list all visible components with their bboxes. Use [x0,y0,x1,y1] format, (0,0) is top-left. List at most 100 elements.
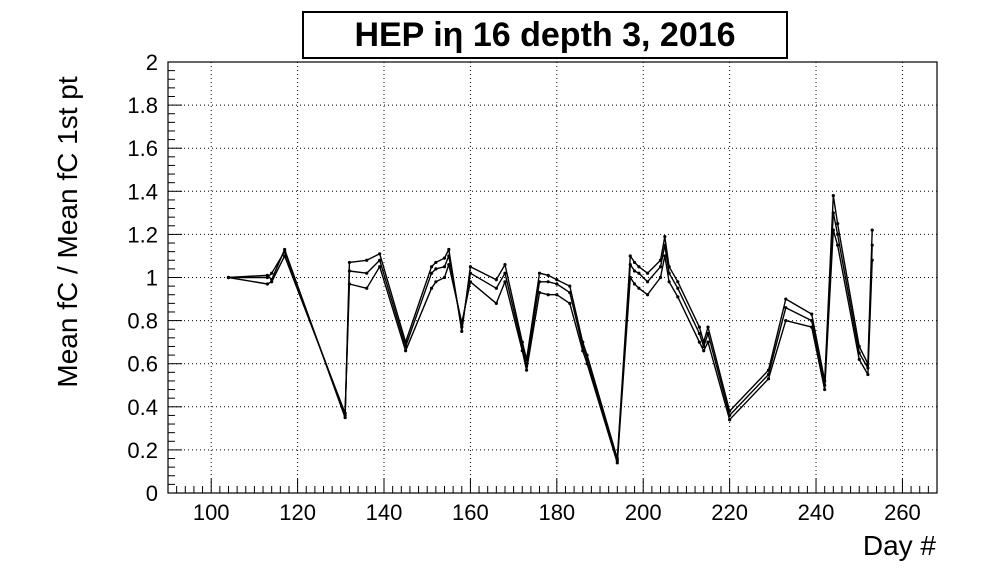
data-point [836,243,840,247]
data-point [857,344,861,349]
data-point [429,271,434,275]
data-point [628,275,632,280]
data-point [658,265,663,269]
data-point [667,280,671,284]
data-point [637,271,641,275]
data-point [546,293,550,297]
series-line [228,194,873,460]
data-point [494,301,498,305]
y-tick-label: 1.8 [127,93,158,118]
data-point [546,280,550,284]
data-point [494,278,498,282]
data-point [524,368,529,372]
x-tick-label: 160 [452,500,489,525]
x-tick-label: 260 [884,500,921,525]
data-point [503,271,507,275]
data-point [494,286,498,290]
data-point [870,228,874,232]
data-point [637,286,641,290]
y-tick-label: 0.4 [127,395,158,420]
data-point [784,319,788,323]
data-point [585,362,589,366]
data-point [836,222,840,226]
x-tick-label: 120 [279,500,316,525]
data-point [442,256,447,260]
data-point [810,312,814,316]
data-point [555,293,559,297]
data-point [728,418,732,422]
data-point [460,321,464,325]
data-point [581,349,585,353]
y-tick-label: 1.4 [127,179,158,204]
data-point [697,325,701,329]
chart-title-box: HEP iη 16 depth 3, 2016 [302,11,788,59]
data-point [784,306,788,310]
x-tick-label: 180 [538,500,575,525]
x-tick-label: 240 [798,500,835,525]
data-point [365,258,369,262]
data-point [468,265,473,269]
data-point [378,265,382,269]
data-point [697,340,701,344]
data-point [866,372,870,377]
data-point [676,295,680,299]
y-tick-label: 1 [146,266,158,291]
data-point [702,344,706,349]
data-point [347,282,352,286]
data-point [365,271,369,275]
data-point [645,293,650,297]
y-tick-label: 2 [146,50,158,75]
data-point [447,262,451,267]
data-point [728,409,732,413]
data-point [810,325,814,329]
data-point [434,267,438,271]
data-point [343,411,347,415]
data-point [378,252,382,256]
data-point [836,232,840,236]
x-tick-label: 140 [366,500,403,525]
data-point [537,271,542,275]
data-point [503,280,507,284]
data-point [568,284,572,288]
data-point [857,357,861,361]
data-point [784,297,788,301]
data-point [823,387,827,392]
data-point [706,325,710,329]
data-point [347,260,352,265]
data-point [265,282,269,286]
data-point [766,368,771,372]
data-point [503,262,507,267]
data-point [520,340,524,344]
data-point [404,349,408,353]
x-tick-label: 100 [193,500,230,525]
x-tick-label: 220 [711,500,748,525]
data-point [468,280,473,284]
data-point [702,349,706,353]
data-point [265,273,269,277]
data-point [447,247,451,252]
data-point [676,286,680,290]
data-point [637,265,641,269]
data-point [831,228,835,232]
y-tick-label: 0.6 [127,352,158,377]
data-point [429,286,434,290]
data-point [645,271,650,275]
y-tick-label: 1.6 [127,136,158,161]
data-point [283,254,287,258]
data-point [702,340,706,344]
data-point [365,286,369,290]
data-point [667,265,671,269]
data-point [537,290,542,295]
data-point [429,265,434,269]
chart-title: HEP iη 16 depth 3, 2016 [354,15,736,54]
data-point [628,254,632,258]
data-point [546,273,550,277]
data-point [283,247,287,252]
series-line [228,212,873,462]
data-point [663,234,667,239]
data-point [555,278,559,282]
data-point [615,461,619,465]
data-point [378,258,382,262]
data-point [658,275,663,280]
data-point [226,275,231,280]
